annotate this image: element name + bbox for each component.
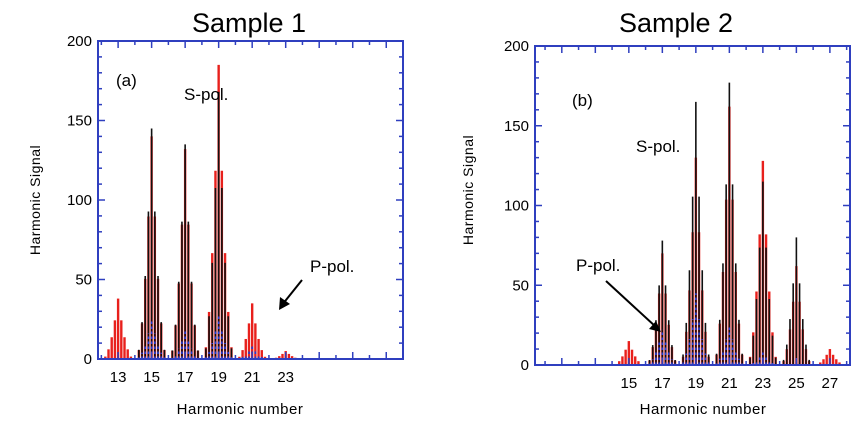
panel-label: (b) <box>572 91 593 110</box>
panel-sample-1: Sample 1 0 50 100 150 200 13 15 17 19 21 23 Harmo… <box>27 8 404 418</box>
tick-marks <box>98 40 404 360</box>
x-tick-labels: 13 15 17 19 21 23 <box>110 369 294 386</box>
annotation-s-pol: S-pol. <box>184 85 228 104</box>
x-tick-label: 23 <box>755 375 772 392</box>
y-tick-label: 100 <box>67 192 92 209</box>
series-1 <box>104 64 300 359</box>
tick-marks <box>535 45 850 366</box>
x-tick-label: 27 <box>822 375 839 392</box>
peak-h21 <box>715 82 743 365</box>
x-tick-labels: 15 17 19 21 23 25 27 <box>620 375 838 392</box>
p-pol-arrow <box>279 279 303 310</box>
y-tick-label: 100 <box>504 198 529 215</box>
y-tick-labels: 0 50 100 150 200 <box>67 33 92 368</box>
x-tick-label: 25 <box>788 375 805 392</box>
y-tick-labels: 0 50 100 150 200 <box>504 38 529 374</box>
x-tick-label: 19 <box>688 375 705 392</box>
x-tick-label: 21 <box>721 375 738 392</box>
series-2 <box>138 91 233 359</box>
y-tick-label: 0 <box>84 351 92 368</box>
x-axis-label: Harmonic number <box>177 401 304 418</box>
x-tick-label: 19 <box>210 369 227 386</box>
peak-h17 <box>171 144 199 359</box>
series-2 <box>648 82 810 365</box>
series-group <box>104 64 300 359</box>
peak-h15 <box>138 128 166 359</box>
panel-sample-2: Sample 2 0 50 100 150 200 15 17 19 21 23 25 27 Har… <box>460 8 851 418</box>
peak-h21 <box>238 303 267 359</box>
peak-h17 <box>648 240 676 365</box>
x-tick-label: 17 <box>654 375 671 392</box>
x-tick-label: 13 <box>110 369 127 386</box>
annotation-s-pol: S-pol. <box>636 137 680 156</box>
plot-frame <box>97 40 404 360</box>
p-pol-arrow <box>605 280 661 332</box>
x-axis-label: Harmonic number <box>640 401 767 418</box>
series-group <box>614 82 844 365</box>
y-tick-label: 0 <box>521 357 529 374</box>
peak-h19 <box>682 101 710 365</box>
chart-title: Sample 1 <box>192 8 306 38</box>
peak-h23 <box>749 181 777 365</box>
y-tick-label: 200 <box>67 33 92 50</box>
y-tick-label: 150 <box>504 118 529 135</box>
panel-label: (a) <box>116 71 137 90</box>
chart-title: Sample 2 <box>619 8 733 38</box>
x-tick-label: 17 <box>177 369 194 386</box>
peak-h25 <box>782 237 810 365</box>
y-tick-label: 200 <box>504 38 529 55</box>
x-tick-label: 15 <box>143 369 160 386</box>
x-tick-label: 23 <box>277 369 294 386</box>
y-axis-label: Harmonic Signal <box>460 135 476 245</box>
annotation-p-pol: P-pol. <box>576 256 620 275</box>
peak-h13 <box>104 298 133 359</box>
y-tick-label: 50 <box>512 277 529 294</box>
annotation-p-pol: P-pol. <box>310 257 354 276</box>
y-tick-label: 50 <box>75 272 92 289</box>
y-axis-label: Harmonic Signal <box>27 145 43 255</box>
x-tick-label: 21 <box>244 369 261 386</box>
y-tick-label: 150 <box>67 113 92 130</box>
x-tick-label: 15 <box>620 375 637 392</box>
